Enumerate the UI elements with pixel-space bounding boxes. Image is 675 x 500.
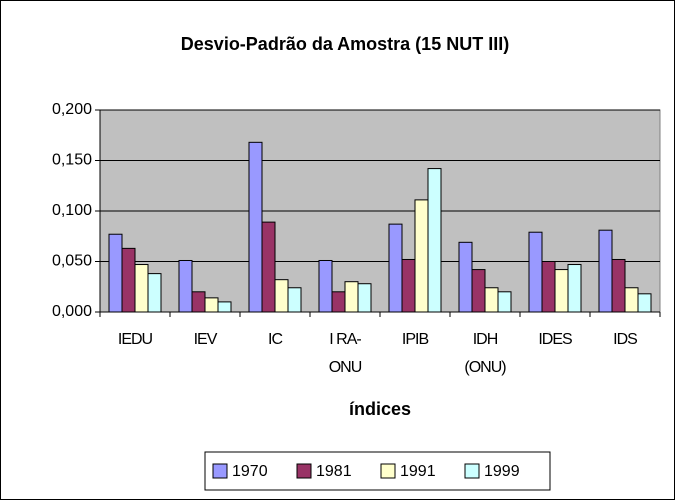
bar [554, 269, 569, 313]
bar [108, 233, 123, 313]
bar [274, 279, 289, 313]
legend-swatch [464, 463, 480, 479]
bar [611, 258, 626, 313]
y-tick-label: 0,050 [52, 253, 92, 270]
legend-label: 1991 [400, 463, 436, 480]
x-tick-label: (ONU) [464, 359, 506, 376]
bar [497, 291, 512, 313]
x-tick-label: IDH [473, 331, 498, 348]
legend-label: 1999 [484, 463, 520, 480]
bar [567, 264, 582, 313]
bar [191, 291, 206, 313]
bar [318, 259, 333, 313]
bar [134, 264, 149, 313]
x-tick-label: IEDU [118, 331, 153, 348]
legend-label: 1981 [316, 463, 352, 480]
bar [624, 287, 639, 313]
x-tick-label: IEV [194, 331, 218, 348]
chart-title: Desvio-Padrão da Amostra (15 NUT III) [181, 34, 509, 54]
bar [178, 259, 193, 313]
bar [287, 287, 302, 313]
bar [248, 141, 263, 313]
legend-label: 1970 [232, 463, 268, 480]
y-tick-label: 0,200 [52, 101, 92, 118]
bar [261, 221, 276, 313]
bar [528, 231, 543, 313]
y-tick-label: 0,150 [52, 152, 92, 169]
x-tick-label: IDES [538, 331, 572, 348]
x-tick-label: ONU [329, 359, 362, 376]
bar [217, 301, 232, 313]
bar [121, 247, 136, 313]
x-axis-title: índices [349, 399, 411, 419]
bar [357, 283, 372, 313]
bar [598, 229, 613, 313]
legend-swatch [380, 463, 396, 479]
bar [471, 269, 486, 313]
legend-swatch [212, 463, 228, 479]
bar [344, 281, 359, 313]
legend-swatch [296, 463, 312, 479]
y-tick-label: 0,000 [52, 303, 92, 320]
x-tick-label: IDS [613, 331, 637, 348]
x-tick-label: IPIB [402, 331, 429, 348]
legend-box [204, 451, 551, 491]
bar [541, 261, 556, 313]
x-tick-label: IC [268, 331, 282, 348]
bar [147, 273, 162, 313]
bar [204, 297, 219, 313]
x-tick-label: I RA- [329, 331, 361, 348]
bar [401, 258, 416, 313]
bar [637, 293, 652, 313]
bar [484, 287, 499, 313]
bar [331, 291, 346, 313]
bar [427, 168, 442, 313]
y-tick-label: 0,100 [52, 202, 92, 219]
bar [414, 199, 429, 313]
bar [388, 223, 403, 313]
bar [458, 241, 473, 313]
